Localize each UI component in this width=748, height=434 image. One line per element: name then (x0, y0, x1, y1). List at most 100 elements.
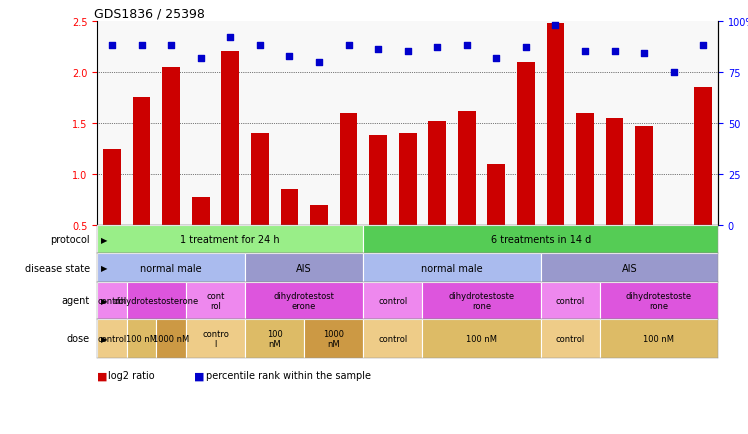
Bar (191, 197, 209, 226)
Point (491, 55, 503, 62)
Bar (132, 98, 150, 226)
Bar (635, 127, 653, 226)
Bar (517, 62, 535, 226)
Bar (576, 113, 594, 226)
Bar (127, 282, 186, 319)
Text: control: control (97, 334, 126, 343)
Bar (156, 319, 186, 358)
Point (668, 69, 680, 76)
Bar (251, 134, 269, 226)
Text: normal male: normal male (421, 263, 482, 273)
Bar (310, 205, 328, 226)
Bar (541, 282, 600, 319)
Bar (547, 24, 564, 226)
Point (520, 45, 532, 52)
Bar (304, 319, 364, 358)
Point (283, 53, 295, 60)
Bar (600, 319, 718, 358)
Bar (399, 134, 417, 226)
Point (461, 43, 473, 49)
Text: dihydrotestoste
rone: dihydrotestoste rone (449, 291, 515, 310)
Bar (186, 282, 245, 319)
Text: cont
rol: cont rol (206, 291, 224, 310)
Text: 100 nM: 100 nM (643, 334, 675, 343)
Text: 1 treatment for 24 h: 1 treatment for 24 h (180, 235, 280, 245)
Bar (364, 319, 423, 358)
Point (638, 51, 650, 58)
Text: 1000 nM: 1000 nM (153, 334, 189, 343)
Bar (245, 319, 304, 358)
Text: 100 nM: 100 nM (126, 334, 157, 343)
Bar (541, 254, 718, 282)
Text: dihydrotestosterone: dihydrotestosterone (114, 296, 199, 305)
Text: ▶: ▶ (101, 334, 108, 343)
Bar (429, 122, 446, 226)
Bar (606, 118, 624, 226)
Bar (245, 282, 364, 319)
Bar (127, 319, 156, 358)
Point (254, 43, 266, 49)
Text: normal male: normal male (141, 263, 202, 273)
Bar (340, 113, 358, 226)
Text: 100
nM: 100 nM (267, 329, 283, 348)
Point (402, 49, 414, 56)
Text: ■: ■ (97, 371, 111, 380)
Bar (423, 282, 541, 319)
Bar (97, 226, 364, 254)
Text: GDS1836 / 25398: GDS1836 / 25398 (94, 7, 205, 20)
Point (165, 43, 177, 49)
Text: dihydrotestost
erone: dihydrotestost erone (274, 291, 334, 310)
Bar (694, 88, 712, 226)
Bar (97, 282, 127, 319)
Text: AIS: AIS (296, 263, 312, 273)
Bar (364, 226, 718, 254)
Point (194, 55, 206, 62)
Bar (364, 282, 423, 319)
Point (550, 22, 562, 29)
Text: 1000
nM: 1000 nM (323, 329, 344, 348)
Bar (370, 136, 387, 226)
Text: ▶: ▶ (101, 235, 108, 244)
Bar (541, 319, 600, 358)
Point (313, 59, 325, 66)
Point (106, 43, 118, 49)
Bar (600, 282, 718, 319)
Bar (97, 254, 245, 282)
Text: agent: agent (61, 296, 90, 306)
Bar (458, 112, 476, 226)
Bar (364, 254, 541, 282)
Bar (162, 68, 180, 226)
Text: control: control (378, 334, 408, 343)
Bar (97, 319, 127, 358)
Bar (245, 254, 364, 282)
Text: control: control (378, 296, 408, 305)
Bar (280, 190, 298, 226)
Point (343, 43, 355, 49)
Point (432, 45, 444, 52)
Text: contro
l: contro l (202, 329, 229, 348)
Point (609, 49, 621, 56)
Text: control: control (556, 296, 585, 305)
Text: dose: dose (67, 334, 90, 343)
Text: percentile rank within the sample: percentile rank within the sample (206, 371, 371, 380)
Bar (423, 319, 541, 358)
Text: protocol: protocol (50, 235, 90, 245)
Text: AIS: AIS (622, 263, 637, 273)
Point (697, 43, 709, 49)
Point (135, 43, 147, 49)
Text: disease state: disease state (25, 263, 90, 273)
Bar (103, 149, 121, 226)
Point (372, 47, 384, 54)
Point (224, 35, 236, 42)
Text: ▶: ▶ (101, 263, 108, 273)
Text: dihydrotestoste
rone: dihydrotestoste rone (626, 291, 692, 310)
Point (579, 49, 591, 56)
Text: log2 ratio: log2 ratio (108, 371, 155, 380)
Bar (665, 226, 683, 272)
Text: ▶: ▶ (101, 296, 108, 305)
Bar (221, 52, 239, 226)
Bar (186, 319, 245, 358)
Text: ■: ■ (194, 371, 209, 380)
Bar (488, 164, 505, 226)
Text: 100 nM: 100 nM (466, 334, 497, 343)
